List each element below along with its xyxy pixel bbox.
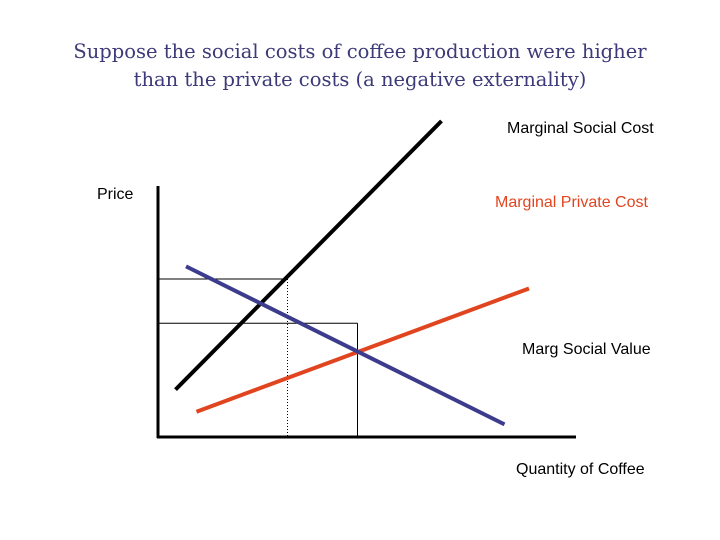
series-label-marg-social-value: Marg Social Value <box>522 341 651 358</box>
series-label-marginal-private-cost: Marginal Private Cost <box>495 194 649 211</box>
title-line-2: than the private costs (a negative exter… <box>133 68 587 91</box>
series-lines <box>174 119 530 427</box>
series-label-marginal-social-cost: Marginal Social Cost <box>507 120 654 137</box>
chart-axes <box>156 186 576 439</box>
chart-labels: Price Quantity of Coffee Marginal Social… <box>97 120 654 478</box>
y-axis-label: Price <box>97 186 134 203</box>
series-line-marginal-social-cost <box>174 119 443 392</box>
chart-title: Suppose the social costs of coffee produ… <box>0 38 720 94</box>
x-axis-label: Quantity of Coffee <box>516 461 645 478</box>
equilibrium-guides <box>158 278 358 437</box>
series-line-marg-social-value <box>185 264 506 427</box>
series-line-marginal-private-cost <box>195 286 530 414</box>
title-line-1: Suppose the social costs of coffee produ… <box>73 40 647 63</box>
